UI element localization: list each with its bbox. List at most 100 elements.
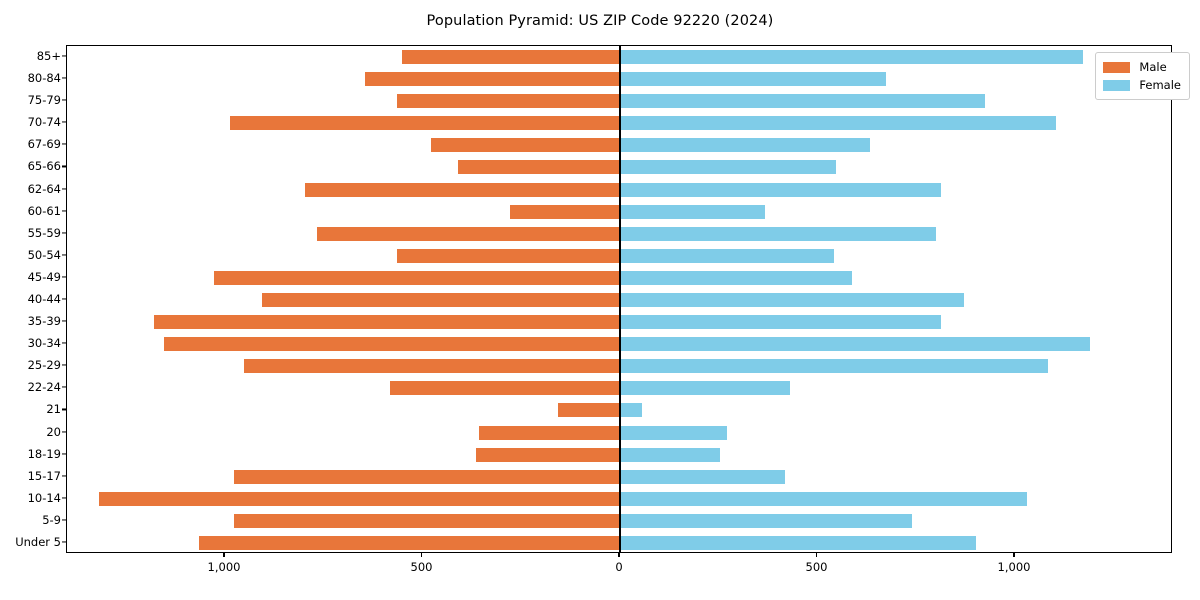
y-tick-label-18-19: 18-19 xyxy=(27,446,61,461)
x-tick-mark xyxy=(1013,553,1015,557)
y-tick-label-80-84: 80-84 xyxy=(27,71,61,86)
y-tick-mark xyxy=(62,519,66,521)
zero-axis-line xyxy=(619,46,621,552)
bar-male-62-64 xyxy=(304,182,620,197)
y-tick-mark xyxy=(62,541,66,543)
bar-female-62-64 xyxy=(620,182,941,197)
bar-male-40-44 xyxy=(262,293,620,307)
y-tick-label-85-: 85+ xyxy=(36,49,61,64)
bar-female-10-14 xyxy=(620,491,1027,506)
y-tick-label-under-5: Under 5 xyxy=(15,534,61,549)
x-tick-label: 500 xyxy=(410,560,433,574)
bar-male-75-79 xyxy=(396,94,620,109)
bar-female-15-17 xyxy=(620,469,786,484)
bar-male-35-39 xyxy=(153,315,620,330)
bar-male-45-49 xyxy=(213,270,620,285)
y-tick-label-5-9: 5-9 xyxy=(42,512,61,527)
legend-label-male: Male xyxy=(1139,60,1167,74)
bar-male-85- xyxy=(401,50,620,65)
bar-female-18-19 xyxy=(620,447,720,462)
bar-male-60-61 xyxy=(510,204,620,219)
y-tick-mark xyxy=(62,342,66,344)
bar-male-50-54 xyxy=(397,248,620,263)
y-tick-label-62-64: 62-64 xyxy=(27,181,61,196)
y-tick-mark xyxy=(62,386,66,388)
x-tick-label: 1,000 xyxy=(207,560,241,574)
y-tick-label-25-29: 25-29 xyxy=(27,358,61,373)
y-tick-mark xyxy=(62,475,66,477)
y-tick-mark xyxy=(62,99,66,101)
y-tick-label-40-44: 40-44 xyxy=(27,292,61,306)
bar-male-25-29 xyxy=(243,359,620,374)
bar-male-22-24 xyxy=(390,381,620,396)
bar-male-15-17 xyxy=(234,469,620,484)
bar-female-55-59 xyxy=(620,226,937,241)
bar-male-67-69 xyxy=(430,138,620,153)
chart-legend: Male Female xyxy=(1095,52,1190,100)
y-tick-label-21: 21 xyxy=(46,402,61,417)
bar-male-5-9 xyxy=(234,513,620,528)
legend-entry-male[interactable]: Male xyxy=(1103,58,1181,76)
y-tick-mark xyxy=(62,408,66,410)
y-tick-label-67-69: 67-69 xyxy=(27,137,61,152)
bar-female-45-49 xyxy=(620,270,852,285)
legend-entry-female[interactable]: Female xyxy=(1103,76,1181,94)
bar-female-under-5 xyxy=(620,535,976,550)
y-tick-label-15-17: 15-17 xyxy=(27,468,61,483)
y-tick-mark xyxy=(62,453,66,455)
y-axis-tick-marks xyxy=(0,45,66,553)
y-tick-label-55-59: 55-59 xyxy=(27,225,61,240)
legend-swatch-male xyxy=(1103,61,1131,73)
bar-female-75-79 xyxy=(620,94,986,109)
legend-swatch-female xyxy=(1103,79,1131,91)
bar-female-21 xyxy=(620,403,643,418)
bar-female-65-66 xyxy=(620,160,837,175)
bar-female-50-54 xyxy=(620,248,834,263)
bar-male-21 xyxy=(558,403,620,418)
y-tick-mark xyxy=(62,165,66,168)
y-tick-mark xyxy=(62,143,66,145)
y-tick-label-60-61: 60-61 xyxy=(27,203,61,218)
y-tick-mark xyxy=(62,254,66,256)
y-tick-label-30-34: 30-34 xyxy=(27,336,61,351)
x-tick-mark xyxy=(223,553,225,557)
bar-female-20 xyxy=(620,425,727,440)
bar-female-25-29 xyxy=(620,359,1049,374)
y-tick-label-70-74: 70-74 xyxy=(27,115,61,130)
bar-male-65-66 xyxy=(458,160,620,175)
bar-female-67-69 xyxy=(620,138,871,153)
x-tick-label: 0 xyxy=(615,560,623,574)
bars-layer xyxy=(67,46,1171,552)
y-tick-mark xyxy=(62,364,66,366)
bar-female-30-34 xyxy=(620,337,1091,352)
plot-area xyxy=(66,45,1172,553)
y-axis-tick-labels: Under 5 5-9 10-14 15-17 18-19 20 21 22-24 25-29 3… xyxy=(0,45,61,553)
legend-label-female: Female xyxy=(1139,78,1181,92)
x-tick-mark xyxy=(420,553,423,557)
bar-female-70-74 xyxy=(620,116,1057,131)
y-tick-mark xyxy=(62,121,66,123)
bar-male-80-84 xyxy=(365,72,620,87)
bar-male-under-5 xyxy=(198,535,620,550)
bar-female-22-24 xyxy=(620,381,791,396)
bar-male-55-59 xyxy=(316,226,620,241)
chart-title: Population Pyramid: US ZIP Code 92220 (2… xyxy=(426,13,774,29)
x-axis-ticks: 1,000 500 0 500 1,000 xyxy=(66,553,1172,593)
y-tick-mark xyxy=(62,320,66,322)
bar-female-35-39 xyxy=(620,315,941,330)
bar-male-10-14 xyxy=(98,491,620,506)
y-tick-mark xyxy=(62,55,66,57)
bar-male-20 xyxy=(478,425,620,440)
bar-female-40-44 xyxy=(620,293,964,307)
y-tick-mark xyxy=(62,210,66,212)
bar-female-60-61 xyxy=(620,204,766,219)
bar-male-70-74 xyxy=(230,116,620,131)
y-tick-mark xyxy=(62,188,66,190)
x-tick-mark xyxy=(618,553,620,557)
bar-female-80-84 xyxy=(620,72,886,87)
y-tick-label-20: 20 xyxy=(46,424,61,439)
y-tick-mark xyxy=(62,298,66,300)
x-tick-label: 500 xyxy=(805,560,828,574)
bar-female-5-9 xyxy=(620,513,913,528)
